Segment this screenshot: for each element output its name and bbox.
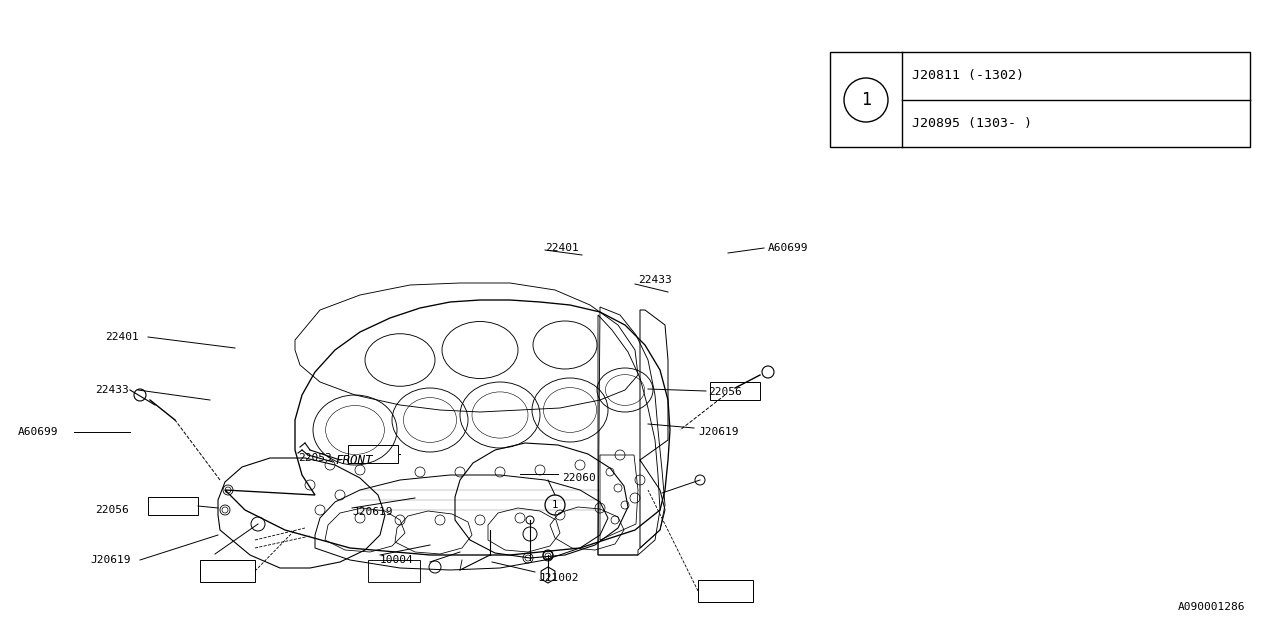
Text: A60699: A60699 (768, 243, 809, 253)
Text: 22433: 22433 (637, 275, 672, 285)
Text: 22056: 22056 (708, 387, 741, 397)
Bar (698, 580, 753, 602)
Bar (348, 445, 398, 463)
Text: J20811 (-1302): J20811 (-1302) (911, 69, 1024, 83)
Text: J20619: J20619 (698, 427, 739, 437)
Bar (369, 560, 420, 582)
Bar (710, 382, 760, 400)
Text: 22401: 22401 (105, 332, 138, 342)
Text: 22060: 22060 (562, 473, 595, 483)
Text: J20619: J20619 (90, 555, 131, 565)
Text: 22433: 22433 (95, 385, 129, 395)
Text: 1: 1 (552, 500, 558, 510)
Bar (200, 560, 255, 582)
Bar (829, 52, 1251, 147)
Text: FRONT: FRONT (335, 454, 372, 467)
Text: J20619: J20619 (352, 507, 393, 517)
Bar (148, 497, 198, 515)
Text: J20895 (1303- ): J20895 (1303- ) (911, 116, 1032, 130)
Text: 22056: 22056 (95, 505, 129, 515)
Text: A090001286: A090001286 (1178, 602, 1245, 612)
Text: 1: 1 (861, 91, 870, 109)
Text: 22053: 22053 (298, 453, 332, 463)
Text: A60699: A60699 (18, 427, 59, 437)
Text: 22401: 22401 (545, 243, 579, 253)
Text: 10004: 10004 (380, 555, 413, 565)
Text: J21002: J21002 (538, 573, 579, 583)
